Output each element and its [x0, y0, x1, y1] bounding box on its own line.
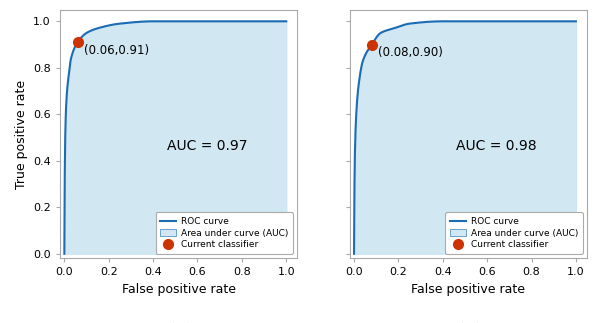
X-axis label: False positive rate: False positive rate [122, 283, 235, 296]
Text: (0.08,0.90): (0.08,0.90) [379, 46, 443, 59]
Text: AUC = 0.97: AUC = 0.97 [167, 140, 247, 153]
Y-axis label: True positive rate: True positive rate [14, 79, 28, 189]
X-axis label: False positive rate: False positive rate [412, 283, 525, 296]
Text: (0.06,0.91): (0.06,0.91) [84, 44, 149, 57]
Legend: ROC curve, Area under curve (AUC), Current classifier: ROC curve, Area under curve (AUC), Curre… [156, 213, 293, 254]
Text: AUC = 0.98: AUC = 0.98 [456, 140, 537, 153]
Legend: ROC curve, Area under curve (AUC), Current classifier: ROC curve, Area under curve (AUC), Curre… [445, 213, 582, 254]
